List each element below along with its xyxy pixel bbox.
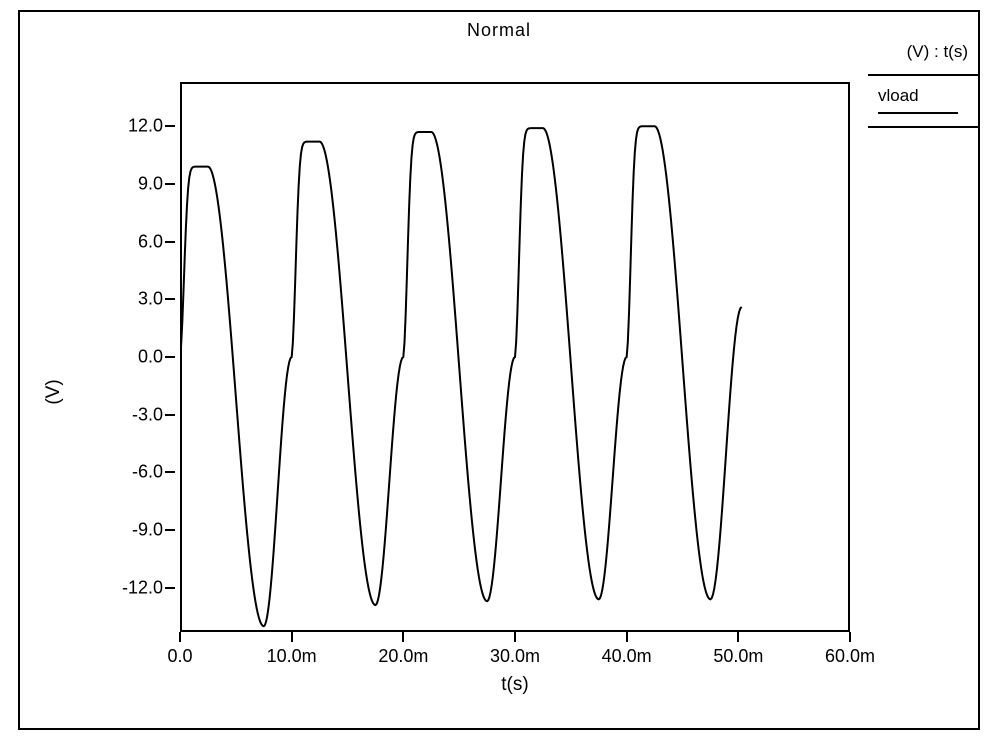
series-vload (180, 126, 742, 626)
y-tick-label: 6.0 (83, 231, 163, 252)
y-tick-label: 9.0 (83, 173, 163, 194)
x-tick-mark (179, 632, 181, 642)
x-axis-ticks: 0.010.0m20.0m30.0m40.0m50.0m60.0m (180, 632, 850, 662)
x-tick-label: 20.0m (378, 646, 428, 667)
y-tick-label: 0.0 (83, 347, 163, 368)
x-axis-label: t(s) (180, 674, 850, 696)
y-tick-mark (165, 471, 175, 473)
legend-header: (V) : t(s) (907, 42, 968, 62)
y-tick-mark (165, 241, 175, 243)
x-tick-mark (291, 632, 293, 642)
x-tick-mark (849, 632, 851, 642)
y-tick-mark (165, 587, 175, 589)
x-tick-label: 30.0m (490, 646, 540, 667)
y-tick-mark (165, 298, 175, 300)
y-tick-mark (165, 356, 175, 358)
legend-box: vload (868, 74, 978, 128)
y-tick-label: -12.0 (83, 577, 163, 598)
legend-series-label: vload (878, 86, 978, 106)
x-tick-mark (626, 632, 628, 642)
y-tick-label: -3.0 (83, 404, 163, 425)
x-tick-label: 60.0m (825, 646, 875, 667)
x-tick-label: 10.0m (267, 646, 317, 667)
plot-container: (V) 12.09.06.03.00.0-3.0-6.0-9.0-12.0 0.… (80, 72, 860, 712)
y-tick-label: 3.0 (83, 289, 163, 310)
y-tick-label: 12.0 (83, 116, 163, 137)
y-axis-label: (V) (43, 379, 65, 404)
y-axis-ticks: 12.0 9.0 6.0 3.0 0.0 -3.0 -6.0 -9.0 -12.0 (80, 82, 175, 632)
x-tick-mark (402, 632, 404, 642)
plot-area (180, 82, 850, 632)
y-tick-mark (165, 183, 175, 185)
x-tick-label: 50.0m (713, 646, 763, 667)
x-tick-mark (514, 632, 516, 642)
chart-frame: Normal (V) : t(s) vload (V) 12.0 9.0 6.0 3.… (18, 10, 980, 730)
x-tick-mark (737, 632, 739, 642)
legend-series-line (878, 112, 958, 114)
y-tick-mark (165, 529, 175, 531)
y-tick-label: -6.0 (83, 462, 163, 483)
x-tick-label: 0.0 (167, 646, 192, 667)
y-tick-label: -9.0 (83, 520, 163, 541)
chart-title: Normal (20, 20, 978, 41)
y-tick-mark (165, 125, 175, 127)
x-tick-label: 40.0m (602, 646, 652, 667)
y-tick-mark (165, 414, 175, 416)
